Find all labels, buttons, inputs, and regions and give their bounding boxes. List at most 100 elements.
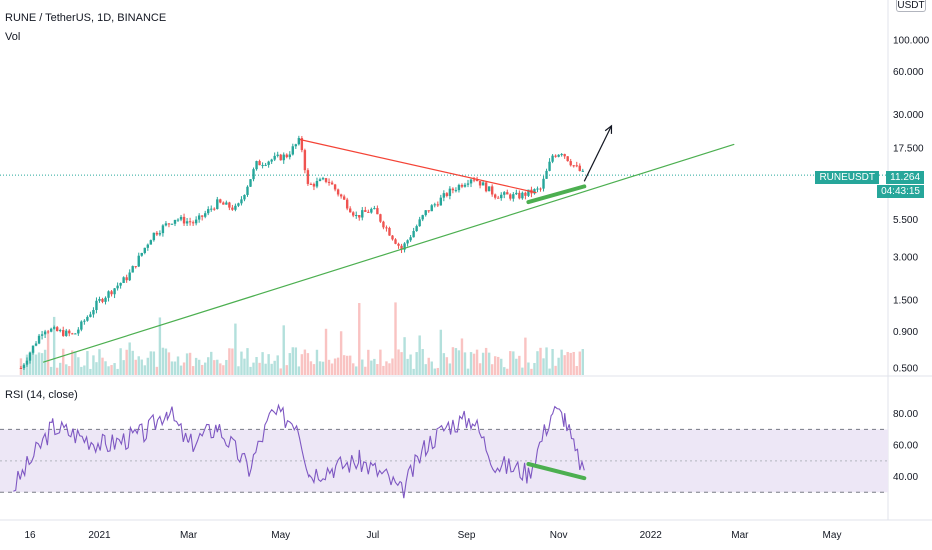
candle-body: [548, 161, 551, 171]
volume-label: Vol: [5, 31, 21, 43]
volume-bar: [406, 358, 409, 375]
candle-body: [500, 194, 503, 199]
candle-body: [427, 210, 430, 212]
volume-bar: [487, 352, 491, 375]
rsi-band: [0, 429, 888, 493]
volume-bar: [110, 365, 113, 375]
volume-bar: [140, 359, 143, 375]
candle-body: [40, 334, 44, 336]
rsi-label: RSI (14, close): [5, 389, 78, 401]
time-tick-label: Mar: [180, 530, 198, 541]
candle-body: [77, 329, 80, 334]
volume-bar: [391, 358, 394, 375]
candle-body: [336, 189, 340, 195]
volume-bar: [273, 360, 276, 375]
volume-bar: [276, 355, 279, 375]
candle-body: [234, 205, 237, 210]
candle-body: [167, 223, 171, 225]
price-tick-label: 17.500: [893, 143, 924, 154]
volume-bar: [270, 363, 273, 375]
candle-body: [249, 179, 252, 187]
volume-bar: [493, 356, 497, 375]
time-tick-label: May: [271, 530, 290, 541]
price-tick-label: 30.000: [893, 110, 924, 121]
candle-body: [551, 155, 554, 162]
volume-bar: [80, 366, 83, 375]
volume-bar: [179, 365, 183, 375]
volume-bar: [83, 365, 86, 375]
candle-body: [182, 216, 186, 224]
candle-body: [185, 221, 189, 224]
candle-body: [330, 182, 334, 185]
volume-bar: [37, 352, 41, 375]
candle-body: [252, 169, 255, 180]
volume-bar: [442, 353, 446, 375]
price-tag: 11.264: [886, 171, 924, 184]
candle-body: [173, 219, 177, 224]
candle-body: [339, 194, 343, 197]
volume-bar: [427, 357, 430, 375]
candle-body: [518, 192, 521, 199]
volume-bar: [237, 366, 240, 375]
volume-bar: [554, 365, 557, 375]
candle-body: [113, 288, 116, 295]
time-tick-label: May: [823, 530, 842, 541]
volume-bar: [521, 367, 524, 375]
candle-body: [487, 186, 491, 192]
candle-body: [240, 199, 243, 204]
candle-body: [466, 183, 470, 185]
volume-bar: [261, 352, 264, 375]
candle-body: [578, 165, 581, 171]
candle-body: [291, 146, 295, 155]
volume-bar: [125, 349, 128, 375]
volume-bar: [566, 351, 569, 375]
volume-bar: [146, 357, 150, 375]
candle-body: [430, 205, 433, 212]
volume-bar: [324, 328, 328, 375]
candle-body: [454, 190, 458, 192]
volume-bar: [294, 347, 298, 375]
volume-bar: [65, 364, 68, 375]
candle-body: [59, 330, 62, 332]
candle-body: [161, 225, 165, 234]
volume-bar: [512, 351, 515, 375]
volume-bar: [348, 355, 352, 375]
volume-bar: [339, 331, 343, 375]
volume-bar: [400, 352, 403, 375]
volume-bar: [188, 352, 192, 375]
candle-body: [497, 197, 500, 199]
volume-bar: [131, 350, 134, 375]
candle-body: [370, 208, 373, 213]
volume-bar: [62, 348, 65, 375]
volume-bar: [333, 358, 337, 375]
price-tick-label: 3.000: [893, 253, 918, 264]
volume-bar: [433, 368, 436, 375]
candle-body: [391, 235, 394, 240]
volume-bar: [345, 355, 349, 375]
candle-body: [43, 331, 47, 335]
currency-button[interactable]: USDT: [896, 0, 926, 12]
time-tick-label: Jul: [366, 530, 379, 541]
candle-body: [210, 208, 213, 210]
volume-bar: [300, 354, 304, 375]
candle-body: [282, 154, 285, 161]
volume-bars: [19, 302, 584, 375]
candle-body: [194, 219, 198, 224]
volume-bar: [194, 357, 198, 375]
volume-bar: [210, 351, 213, 375]
volume-bar: [228, 348, 231, 375]
price-tick-label: 60.000: [893, 67, 924, 78]
candle-body: [327, 181, 331, 183]
candle-body: [34, 343, 38, 346]
candle-body: [137, 255, 140, 267]
volume-bar: [152, 351, 156, 375]
volume-bar: [436, 367, 439, 375]
volume-bar: [234, 323, 237, 375]
candle-body: [110, 291, 113, 295]
volume-bar: [285, 365, 288, 375]
volume-bar: [472, 353, 476, 375]
candle-body: [261, 165, 264, 167]
volume-bar: [98, 349, 101, 375]
candle-body: [575, 165, 578, 167]
